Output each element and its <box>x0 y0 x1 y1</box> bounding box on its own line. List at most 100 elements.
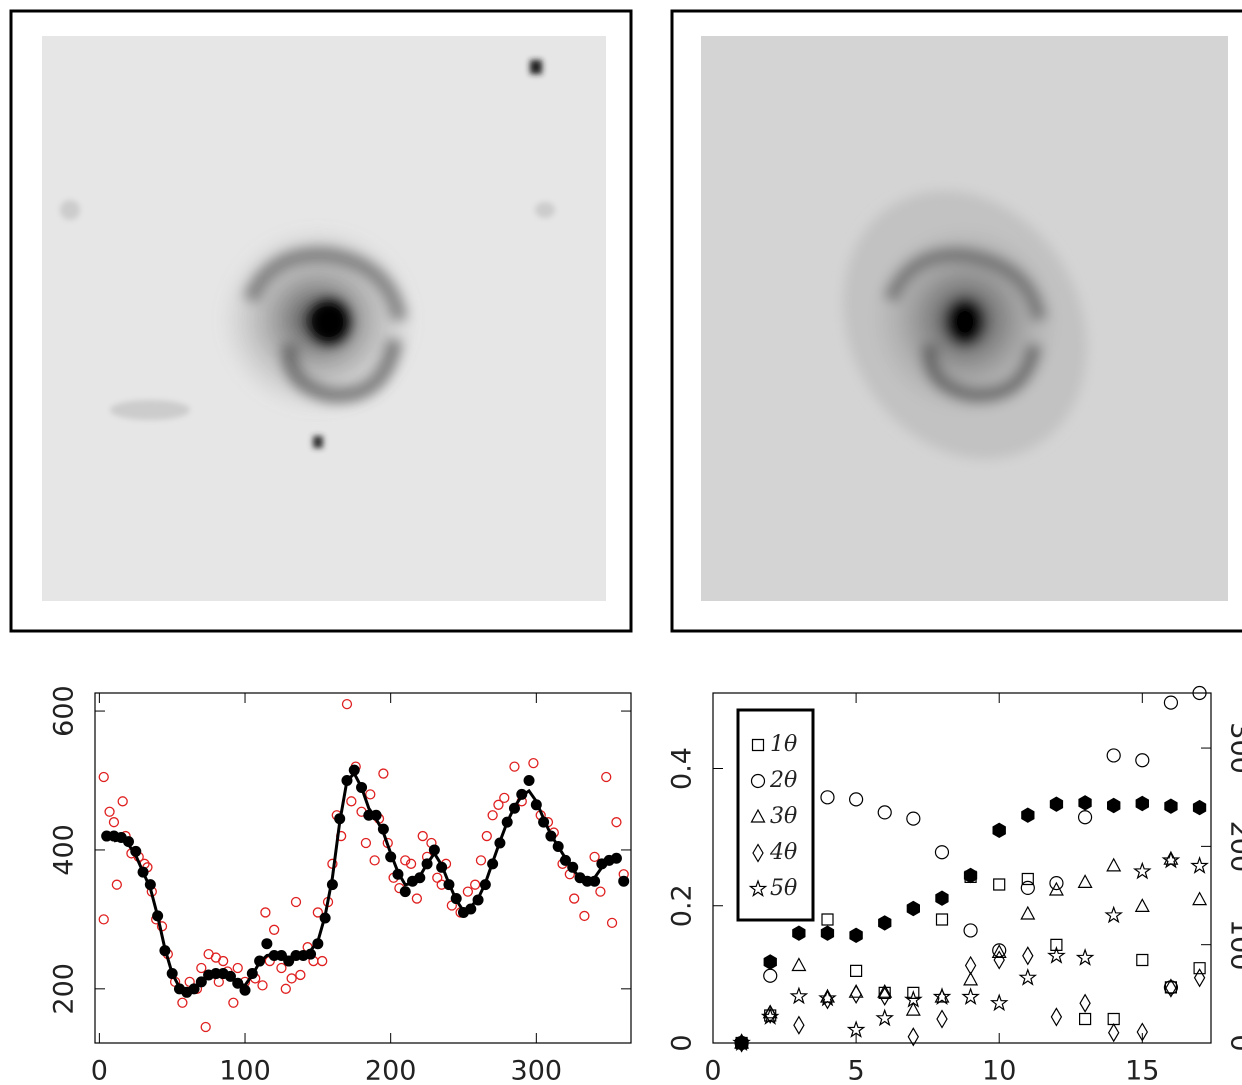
legend-label: 1θ <box>770 732 797 757</box>
marker <box>1134 898 1150 913</box>
marker <box>405 858 417 869</box>
plot-frame <box>94 692 632 1044</box>
marker <box>906 900 921 917</box>
legend-marker <box>751 738 765 752</box>
marker <box>818 988 837 1007</box>
legend-marker <box>750 773 766 789</box>
legend-marker <box>752 843 764 863</box>
marker <box>961 987 980 1005</box>
galaxy <box>218 225 418 415</box>
y-tick-label: 0 <box>667 1034 698 1051</box>
marker <box>935 890 949 906</box>
marker <box>906 811 921 826</box>
marker <box>907 1027 919 1047</box>
marker <box>365 789 376 800</box>
marker <box>1018 967 1038 986</box>
marker <box>117 796 128 807</box>
marker <box>595 886 606 897</box>
marker <box>1164 981 1178 994</box>
marker <box>963 867 978 884</box>
y-tick-label: 400 <box>49 824 80 876</box>
marker <box>369 855 380 866</box>
marker <box>399 886 411 898</box>
marker <box>763 968 778 983</box>
galaxy-model <box>843 190 1087 460</box>
marker <box>98 914 109 925</box>
marker <box>991 944 1007 959</box>
marker <box>1078 1012 1092 1026</box>
marker <box>428 844 440 856</box>
marker <box>239 984 251 996</box>
marker <box>821 990 834 1010</box>
marker <box>276 962 287 974</box>
marker <box>481 830 492 842</box>
marker <box>606 917 618 929</box>
marker <box>878 915 892 931</box>
marker <box>465 903 477 915</box>
marker <box>820 925 835 941</box>
marker <box>108 817 120 828</box>
y2-tick-label: 0 <box>1225 1034 1242 1051</box>
marker <box>1047 945 1066 964</box>
marker <box>1107 1012 1120 1026</box>
marker <box>610 852 622 864</box>
y2-tick-label: 300 <box>1225 722 1242 774</box>
marker <box>964 870 977 884</box>
marker <box>1075 948 1095 966</box>
marker <box>487 810 498 821</box>
marker <box>589 851 600 863</box>
y-tick-label: 600 <box>49 685 80 737</box>
marker <box>98 771 109 783</box>
marker <box>348 764 360 776</box>
marker <box>579 910 590 922</box>
x-tick-label: 200 <box>365 1056 417 1085</box>
marker <box>1077 810 1093 825</box>
marker <box>932 987 952 1005</box>
x-tick-label: 15 <box>1125 1056 1159 1085</box>
marker <box>1079 993 1091 1013</box>
marker <box>793 1015 805 1035</box>
marker <box>849 792 864 807</box>
marker <box>849 927 863 943</box>
x-tick-label: 0 <box>704 1056 721 1085</box>
marker <box>1136 1022 1148 1042</box>
marker <box>260 907 271 918</box>
marker <box>1193 962 1206 975</box>
marker <box>992 822 1006 838</box>
marker <box>1050 1007 1063 1027</box>
marker <box>528 757 539 769</box>
marker <box>499 792 510 804</box>
marker <box>312 907 323 918</box>
marker <box>993 878 1006 891</box>
marker <box>1192 685 1207 701</box>
marker <box>611 817 622 828</box>
marker <box>1049 796 1064 812</box>
marker <box>228 997 239 1008</box>
marker <box>509 761 520 772</box>
marker <box>290 896 302 908</box>
marker <box>1048 881 1064 896</box>
marker <box>936 1009 948 1029</box>
marker <box>569 893 580 904</box>
marker <box>257 980 268 991</box>
legend-marker <box>750 808 766 823</box>
marker <box>104 806 115 817</box>
marker <box>1106 797 1121 814</box>
marker <box>1135 795 1150 812</box>
marker <box>200 1021 211 1033</box>
marker <box>993 950 1005 970</box>
marker <box>1132 861 1152 880</box>
marker <box>734 1034 750 1049</box>
y-tick-label: 0.2 <box>667 884 698 927</box>
marker <box>111 879 122 890</box>
marker <box>475 855 487 866</box>
marker <box>1136 953 1149 967</box>
marker <box>1020 880 1035 896</box>
marker <box>400 855 411 866</box>
marker <box>341 698 353 710</box>
marker <box>1108 1023 1120 1043</box>
marker <box>618 875 630 887</box>
legend-label: 4θ <box>769 840 797 865</box>
plot-frame <box>712 692 1212 1044</box>
marker <box>280 983 291 994</box>
